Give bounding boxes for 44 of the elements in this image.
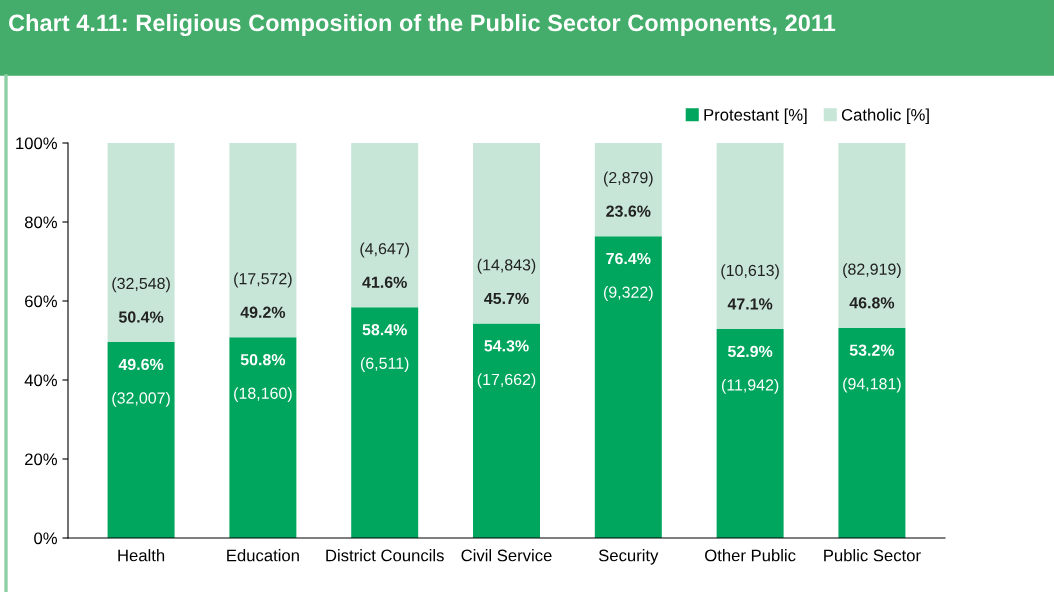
bar [716, 143, 784, 330]
bar [594, 143, 662, 237]
chart-title: Chart 4.11: Religious Composition of the Public Sector Components, 2011 [8, 13, 836, 37]
bar [473, 143, 540, 324]
x-tick-label: Health [118, 549, 165, 562]
data-label: (82,919) 46.8% [843, 263, 901, 309]
text: 52.9% (11,942) [721, 345, 779, 394]
x-tick-label: Other Public [705, 549, 796, 562]
y-tick-label: 60% [25, 295, 57, 308]
text: 54.3% (17,662) [477, 340, 536, 389]
x-tick-label: Education [227, 549, 299, 562]
text: 49.6% (32,007) [112, 358, 170, 407]
text: 76.4% (9,322) [604, 252, 653, 301]
x-tick-label: Security [598, 549, 659, 565]
legend-label: Protestant [%] [704, 108, 807, 125]
bar [229, 337, 297, 538]
text: 50.8% (18,160) [234, 354, 292, 403]
bar [229, 143, 297, 338]
bar [716, 329, 784, 538]
x-tick-label: Public Sector [824, 549, 921, 562]
bar [351, 143, 419, 308]
bar [838, 143, 906, 328]
y-tick-label: 100% [16, 137, 57, 150]
x-tick-label: District Councils [326, 549, 444, 562]
bar [838, 327, 906, 538]
bar [351, 307, 419, 538]
bar [473, 323, 540, 538]
bar [107, 342, 175, 538]
x-tick-label: Civil Service [461, 549, 552, 562]
text: 53.2% (94,181) [843, 344, 901, 393]
legend-label: Catholic [%] [841, 108, 929, 125]
y-tick-label: 40% [24, 374, 57, 387]
bar [594, 236, 662, 538]
data-label: (32,548) 50.4% [112, 277, 170, 323]
text: 58.4% (6,511) [360, 324, 409, 373]
y-tick-label: 0% [34, 532, 57, 545]
data-label: (17,572) 49.2% [234, 272, 292, 318]
data-label: (10,613) 47.1% [721, 264, 779, 310]
y-tick-label: 20% [25, 453, 57, 466]
data-label: (14,843) 45.7% [477, 258, 536, 305]
y-tick-label: 80% [24, 216, 57, 229]
bar [107, 143, 175, 343]
data-label: (4,647) 41.6% [360, 242, 410, 288]
data-label: (2,879) 23.6% [604, 171, 653, 217]
